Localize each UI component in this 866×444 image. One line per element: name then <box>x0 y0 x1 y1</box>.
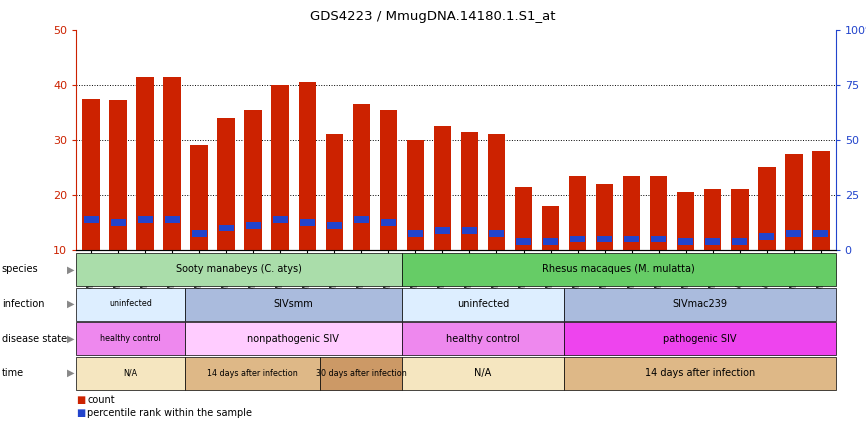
Bar <box>489 230 504 237</box>
Bar <box>217 118 235 250</box>
Bar <box>596 184 613 250</box>
Bar <box>354 217 369 223</box>
Bar <box>84 217 99 223</box>
Bar <box>136 77 154 250</box>
Bar <box>408 230 423 237</box>
Text: Sooty manabeys (C. atys): Sooty manabeys (C. atys) <box>176 265 302 274</box>
Bar <box>273 217 288 223</box>
Bar <box>326 222 342 229</box>
Bar <box>812 151 830 250</box>
Bar <box>352 104 370 250</box>
Bar <box>813 230 828 237</box>
Text: N/A: N/A <box>123 369 138 377</box>
Bar <box>705 238 721 245</box>
Text: species: species <box>2 265 38 274</box>
Text: 30 days after infection: 30 days after infection <box>315 369 406 377</box>
Text: infection: infection <box>2 299 44 309</box>
Text: ▶: ▶ <box>68 265 74 274</box>
Text: N/A: N/A <box>475 368 492 378</box>
Bar <box>758 167 776 250</box>
Bar <box>82 99 100 250</box>
Bar <box>704 190 721 250</box>
Bar <box>678 238 693 245</box>
Text: time: time <box>2 368 24 378</box>
Bar <box>191 230 207 237</box>
Text: ▶: ▶ <box>68 368 74 378</box>
Bar <box>624 236 639 242</box>
Bar <box>542 206 559 250</box>
Bar <box>677 192 695 250</box>
Bar <box>785 154 803 250</box>
Bar <box>219 225 234 231</box>
Bar <box>488 135 505 250</box>
Bar <box>570 236 585 242</box>
Text: uninfected: uninfected <box>109 300 152 309</box>
Text: uninfected: uninfected <box>457 299 509 309</box>
Bar <box>381 219 396 226</box>
Bar <box>271 85 289 250</box>
Bar <box>462 227 477 234</box>
Text: ▶: ▶ <box>68 299 74 309</box>
Text: ■: ■ <box>76 408 86 418</box>
Text: 14 days after infection: 14 days after infection <box>207 369 298 377</box>
Bar <box>786 230 801 237</box>
Bar <box>165 217 179 223</box>
Bar <box>164 77 181 250</box>
Text: healthy control: healthy control <box>446 333 520 344</box>
Bar <box>244 110 262 250</box>
Bar <box>650 176 668 250</box>
Text: disease state: disease state <box>2 333 67 344</box>
Text: percentile rank within the sample: percentile rank within the sample <box>87 408 253 418</box>
Text: GDS4223 / MmugDNA.14180.1.S1_at: GDS4223 / MmugDNA.14180.1.S1_at <box>310 10 556 23</box>
Text: SIVmac239: SIVmac239 <box>673 299 727 309</box>
Bar <box>733 238 747 245</box>
Bar <box>191 146 208 250</box>
Bar <box>569 176 586 250</box>
Bar <box>407 140 424 250</box>
Bar <box>651 236 666 242</box>
Bar <box>299 82 316 250</box>
Bar <box>516 238 531 245</box>
Bar <box>379 110 397 250</box>
Bar <box>543 238 558 245</box>
Text: healthy control: healthy control <box>100 334 161 343</box>
Bar <box>461 132 478 250</box>
Bar <box>623 176 641 250</box>
Bar <box>109 100 127 250</box>
Bar <box>111 219 126 226</box>
Bar <box>759 233 774 240</box>
Bar <box>138 217 152 223</box>
Bar <box>326 135 343 250</box>
Text: count: count <box>87 395 115 405</box>
Bar <box>246 222 261 229</box>
Text: Rhesus macaques (M. mulatta): Rhesus macaques (M. mulatta) <box>542 265 695 274</box>
Bar <box>598 236 612 242</box>
Text: ▶: ▶ <box>68 333 74 344</box>
Bar <box>514 187 533 250</box>
Bar <box>300 219 314 226</box>
Text: pathogenic SIV: pathogenic SIV <box>663 333 737 344</box>
Text: SIVsmm: SIVsmm <box>274 299 313 309</box>
Text: 14 days after infection: 14 days after infection <box>645 368 755 378</box>
Text: ■: ■ <box>76 395 86 405</box>
Bar <box>435 227 450 234</box>
Bar <box>731 190 748 250</box>
Bar <box>434 126 451 250</box>
Text: nonpathogenic SIV: nonpathogenic SIV <box>248 333 339 344</box>
